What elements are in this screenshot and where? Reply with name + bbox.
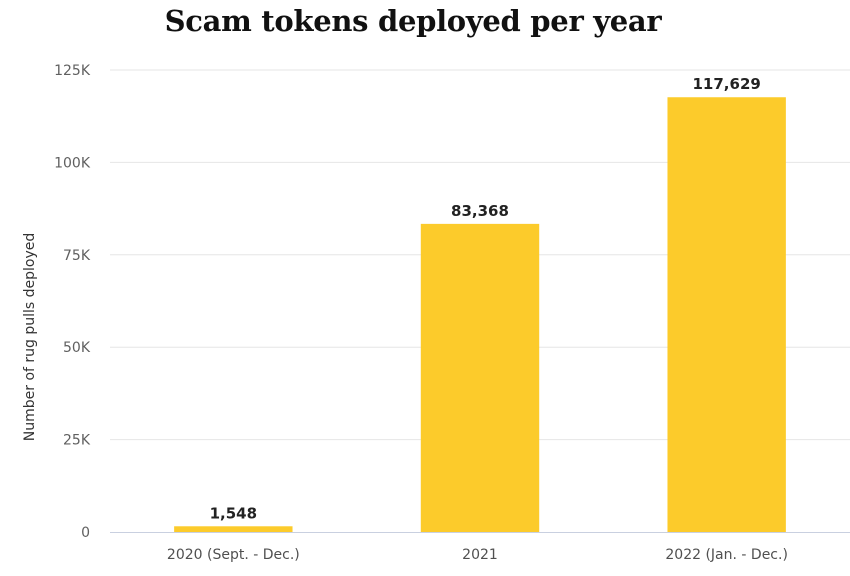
x-category-label: 2021	[462, 547, 498, 563]
y-tick-label: 25K	[63, 433, 91, 449]
data-label: 83,368	[451, 202, 509, 220]
y-tick-label: 100K	[54, 155, 91, 171]
x-category-label: 2022 (Jan. - Dec.)	[665, 547, 788, 563]
y-tick-label: 75K	[63, 248, 91, 264]
y-tick-label: 0	[81, 525, 90, 541]
data-label: 1,548	[210, 504, 257, 522]
chart-title: Scam tokens deployed per year	[164, 4, 662, 38]
bar	[420, 223, 540, 532]
bar	[174, 526, 293, 532]
x-category-label: 2020 (Sept. - Dec.)	[167, 547, 300, 563]
data-label: 117,629	[693, 75, 761, 93]
data-labels: 1,548 83,368 117,629	[210, 75, 761, 522]
x-axis-categories: 2020 (Sept. - Dec.) 2021 2022 (Jan. - Dec.…	[167, 547, 788, 563]
y-axis-title: Number of rug pulls deployed	[22, 233, 38, 442]
y-axis-ticks: 0 25K 50K 75K 100K 125K	[54, 63, 91, 541]
y-tick-label: 125K	[54, 63, 91, 79]
y-tick-label: 50K	[63, 340, 91, 356]
bar	[667, 97, 786, 532]
bars	[174, 97, 786, 532]
